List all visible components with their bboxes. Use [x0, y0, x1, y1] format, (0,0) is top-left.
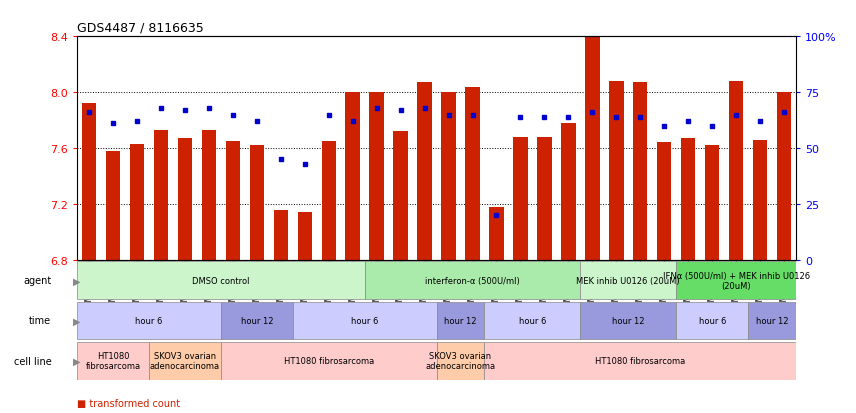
Text: MEK inhib U0126 (20uM): MEK inhib U0126 (20uM): [576, 276, 681, 285]
Text: interferon-α (500U/ml): interferon-α (500U/ml): [425, 276, 520, 285]
FancyBboxPatch shape: [77, 302, 221, 339]
FancyBboxPatch shape: [77, 342, 149, 380]
FancyBboxPatch shape: [676, 262, 796, 299]
Text: time: time: [29, 316, 51, 326]
Bar: [466, 88, 479, 260]
Bar: [370, 93, 383, 260]
Text: SKOV3 ovarian
adenocarcinoma: SKOV3 ovarian adenocarcinoma: [425, 351, 496, 370]
Text: ▶: ▶: [73, 356, 80, 366]
Bar: [538, 138, 551, 260]
Bar: [562, 123, 575, 260]
Text: SKOV3 ovarian
adenocarcinoma: SKOV3 ovarian adenocarcinoma: [150, 351, 220, 370]
Bar: [681, 139, 695, 260]
Text: cell line: cell line: [14, 356, 51, 366]
FancyBboxPatch shape: [149, 342, 221, 380]
Bar: [130, 145, 144, 260]
FancyBboxPatch shape: [437, 342, 484, 380]
Text: hour 12: hour 12: [241, 316, 273, 325]
Bar: [514, 138, 527, 260]
Bar: [250, 146, 264, 260]
Bar: [609, 82, 623, 260]
FancyBboxPatch shape: [748, 302, 796, 339]
Text: hour 6: hour 6: [135, 316, 163, 325]
Text: HT1080 fibrosarcoma: HT1080 fibrosarcoma: [283, 356, 374, 365]
Text: ■ transformed count: ■ transformed count: [77, 398, 180, 408]
Bar: [106, 152, 120, 260]
FancyBboxPatch shape: [580, 302, 676, 339]
Bar: [729, 82, 743, 260]
Text: DMSO control: DMSO control: [192, 276, 250, 285]
Bar: [418, 83, 431, 260]
Text: HT1080
fibrosarcoma: HT1080 fibrosarcoma: [86, 351, 140, 370]
FancyBboxPatch shape: [365, 262, 580, 299]
FancyBboxPatch shape: [221, 342, 437, 380]
Bar: [657, 143, 671, 260]
FancyBboxPatch shape: [484, 302, 580, 339]
Bar: [442, 93, 455, 260]
Bar: [322, 142, 336, 260]
Bar: [274, 210, 288, 260]
Bar: [226, 142, 240, 260]
FancyBboxPatch shape: [676, 302, 748, 339]
Bar: [705, 146, 719, 260]
Bar: [394, 132, 407, 260]
Bar: [202, 131, 216, 260]
Text: ▶: ▶: [73, 316, 80, 326]
Bar: [298, 213, 312, 260]
Text: hour 12: hour 12: [756, 316, 788, 325]
Bar: [154, 131, 168, 260]
Text: IFNα (500U/ml) + MEK inhib U0126
(20uM): IFNα (500U/ml) + MEK inhib U0126 (20uM): [663, 271, 810, 290]
FancyBboxPatch shape: [293, 302, 437, 339]
Bar: [753, 140, 767, 260]
Text: ▶: ▶: [73, 275, 80, 286]
Bar: [82, 104, 96, 260]
FancyBboxPatch shape: [437, 302, 484, 339]
Text: HT1080 fibrosarcoma: HT1080 fibrosarcoma: [595, 356, 686, 365]
Text: agent: agent: [23, 275, 51, 286]
Text: hour 12: hour 12: [612, 316, 645, 325]
Bar: [777, 93, 791, 260]
Bar: [178, 139, 192, 260]
Bar: [633, 83, 647, 260]
FancyBboxPatch shape: [580, 262, 676, 299]
Text: hour 6: hour 6: [351, 316, 378, 325]
Text: hour 6: hour 6: [698, 316, 726, 325]
Bar: [586, 37, 599, 260]
Text: hour 12: hour 12: [444, 316, 477, 325]
FancyBboxPatch shape: [221, 302, 293, 339]
Bar: [490, 207, 503, 260]
FancyBboxPatch shape: [77, 262, 365, 299]
Text: GDS4487 / 8116635: GDS4487 / 8116635: [77, 21, 204, 35]
Text: hour 6: hour 6: [519, 316, 546, 325]
FancyBboxPatch shape: [484, 342, 796, 380]
Bar: [346, 93, 360, 260]
